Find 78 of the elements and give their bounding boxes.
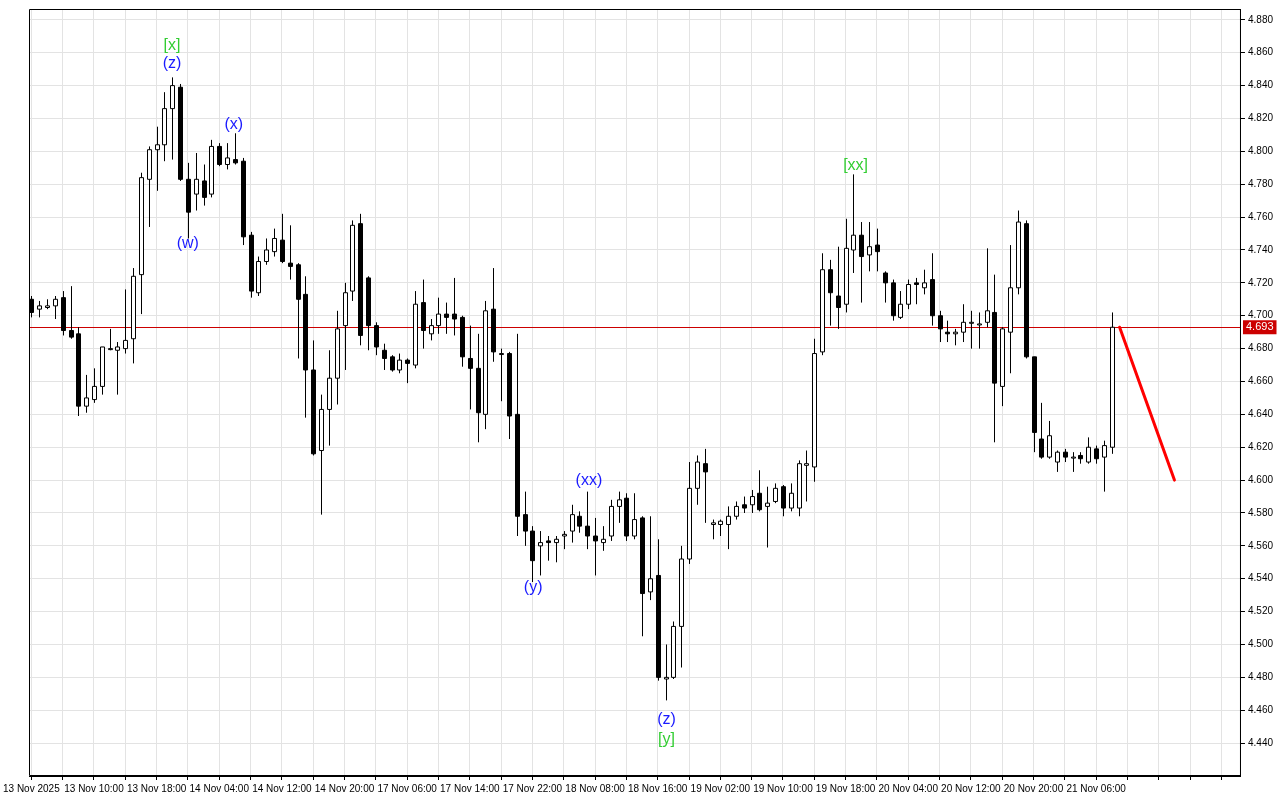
y-tick-label: 4.680 — [1247, 342, 1274, 354]
x-tick-label: 19 Nov 02:00 — [690, 782, 751, 794]
candlestick — [1000, 326, 1005, 407]
annotation: (z) — [657, 709, 676, 727]
y-tick-label: 4.820 — [1247, 112, 1274, 124]
candlestick — [358, 213, 363, 346]
y-tick-label: 4.520 — [1247, 605, 1274, 617]
y-tick-label: 4.880 — [1247, 13, 1274, 25]
x-tick-label: 14 Nov 12:00 — [252, 782, 313, 794]
y-tick-label: 4.620 — [1247, 440, 1274, 452]
candlestick — [84, 374, 89, 414]
y-tick-label: 4.540 — [1247, 572, 1274, 584]
annotation: [y] — [658, 730, 675, 748]
candlestick — [617, 491, 622, 524]
x-tick-label: 14 Nov 20:00 — [314, 782, 375, 794]
candlestick — [523, 491, 528, 547]
candlestick — [1047, 420, 1052, 460]
annotation: [xx] — [843, 155, 869, 173]
candlestick — [147, 145, 152, 228]
x-tick-label: 18 Nov 16:00 — [627, 782, 688, 794]
candlestick — [781, 484, 786, 517]
candlestick — [985, 247, 990, 328]
y-tick-label: 4.840 — [1247, 79, 1274, 91]
annotation: (y) — [523, 578, 543, 596]
candlestick — [570, 504, 575, 544]
annotation: (w) — [176, 234, 199, 252]
candlestick — [100, 346, 105, 396]
x-tick-label: 13 Nov 2025 — [3, 782, 61, 794]
y-tick-label: 4.640 — [1247, 408, 1274, 420]
annotation: [x] — [163, 36, 181, 54]
x-tick-label: 13 Nov 18:00 — [126, 782, 187, 794]
candlestick — [202, 164, 207, 207]
candlestick — [906, 279, 911, 310]
y-tick-label: 4.760 — [1247, 210, 1274, 222]
x-tick-label: 17 Nov 22:00 — [502, 782, 563, 794]
x-tick-label: 14 Nov 04:00 — [189, 782, 250, 794]
y-tick-label: 4.660 — [1247, 375, 1274, 387]
x-tick-label: 21 Nov 06:00 — [1066, 782, 1127, 794]
annotation: (x) — [224, 115, 244, 133]
x-tick-label: 17 Nov 06:00 — [377, 782, 438, 794]
x-tick-label: 20 Nov 12:00 — [941, 782, 1002, 794]
ref-line-label: 4.693 — [1245, 320, 1274, 333]
annotation: (z) — [162, 53, 182, 71]
candlestick — [1102, 440, 1107, 493]
x-tick-label: 20 Nov 04:00 — [878, 782, 939, 794]
y-tick-label: 4.780 — [1247, 177, 1274, 189]
candlestick — [1008, 244, 1013, 374]
candlestick — [296, 262, 301, 359]
candlestick — [1032, 356, 1037, 453]
x-tick-label: 17 Nov 14:00 — [440, 782, 500, 794]
candlestick — [711, 519, 716, 540]
y-tick-label: 4.500 — [1247, 638, 1274, 650]
candlestick — [69, 285, 74, 340]
x-tick-label: 19 Nov 10:00 — [753, 782, 814, 794]
candlestick — [483, 300, 488, 430]
y-tick-label: 4.700 — [1247, 309, 1274, 321]
annotation: (xx) — [575, 471, 603, 489]
candlestick — [335, 310, 340, 405]
y-tick-label: 4.560 — [1247, 539, 1274, 551]
y-tick-label: 4.580 — [1247, 506, 1274, 518]
candlestick — [797, 459, 802, 517]
candlestick — [914, 277, 919, 305]
y-tick-label: 4.740 — [1247, 243, 1274, 255]
candlestick — [76, 326, 81, 417]
y-tick-label: 4.600 — [1247, 473, 1274, 485]
y-tick-label: 4.860 — [1247, 46, 1274, 58]
x-tick-label: 20 Nov 20:00 — [1003, 782, 1064, 794]
x-tick-label: 19 Nov 18:00 — [815, 782, 876, 794]
candlestick — [804, 450, 809, 502]
x-tick-label: 13 Nov 10:00 — [64, 782, 125, 794]
candlestick — [115, 341, 120, 396]
y-tick-label: 4.800 — [1247, 145, 1274, 157]
y-tick-label: 4.440 — [1247, 736, 1274, 748]
x-tick-label: 18 Nov 08:00 — [565, 782, 626, 794]
y-tick-label: 4.720 — [1247, 276, 1274, 288]
y-tick-label: 4.460 — [1247, 704, 1274, 715]
y-tick-label: 4.480 — [1247, 671, 1274, 683]
candlestick — [225, 142, 230, 170]
